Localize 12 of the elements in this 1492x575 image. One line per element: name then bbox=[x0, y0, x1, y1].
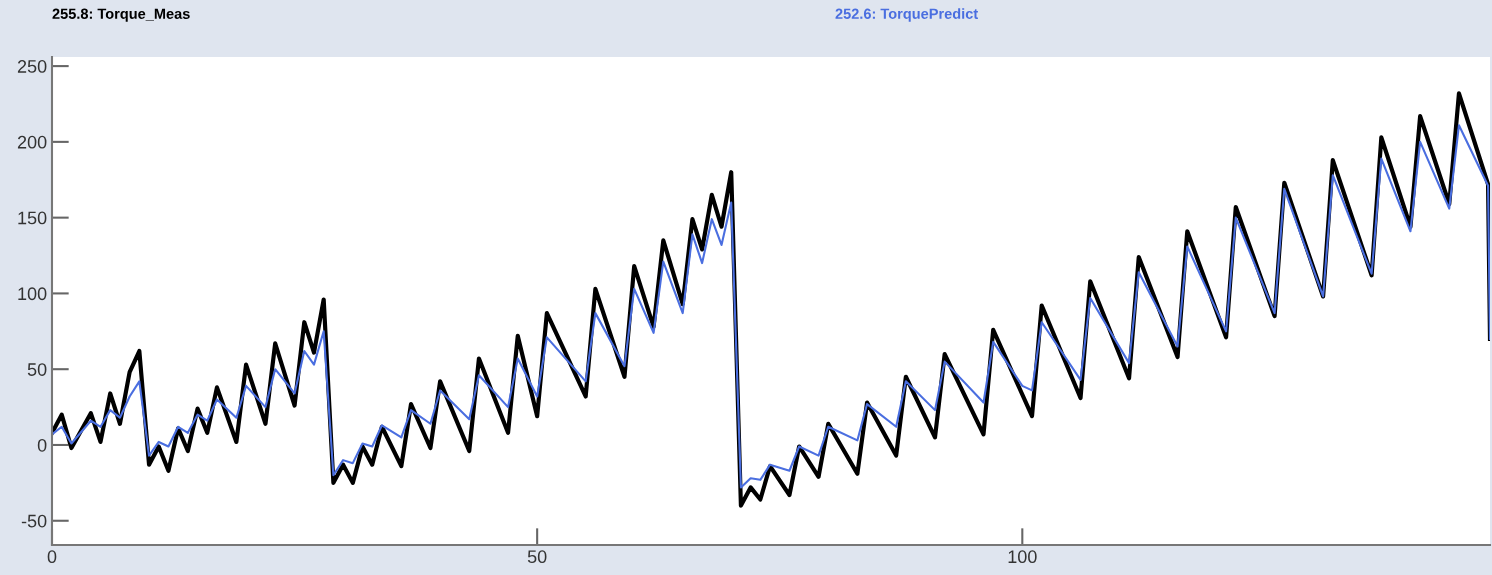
y-tick-label: -50 bbox=[21, 514, 47, 528]
x-tick-label: 50 bbox=[527, 550, 547, 564]
y-tick-label: 250 bbox=[17, 60, 47, 73]
y-tick-label: 150 bbox=[18, 211, 47, 225]
y-tick-label: 100 bbox=[18, 287, 47, 301]
x-tick-label: 0 bbox=[47, 550, 57, 564]
y-tick-label: 50 bbox=[27, 363, 47, 376]
y-tick-label: 200 bbox=[17, 135, 47, 149]
text: 252.6: TorquePredict bbox=[835, 8, 979, 22]
y-tick-label: 0 bbox=[37, 438, 47, 452]
text: 255.8: Torque_Meas bbox=[52, 8, 190, 22]
x-tick-label: 100 bbox=[1008, 550, 1037, 564]
